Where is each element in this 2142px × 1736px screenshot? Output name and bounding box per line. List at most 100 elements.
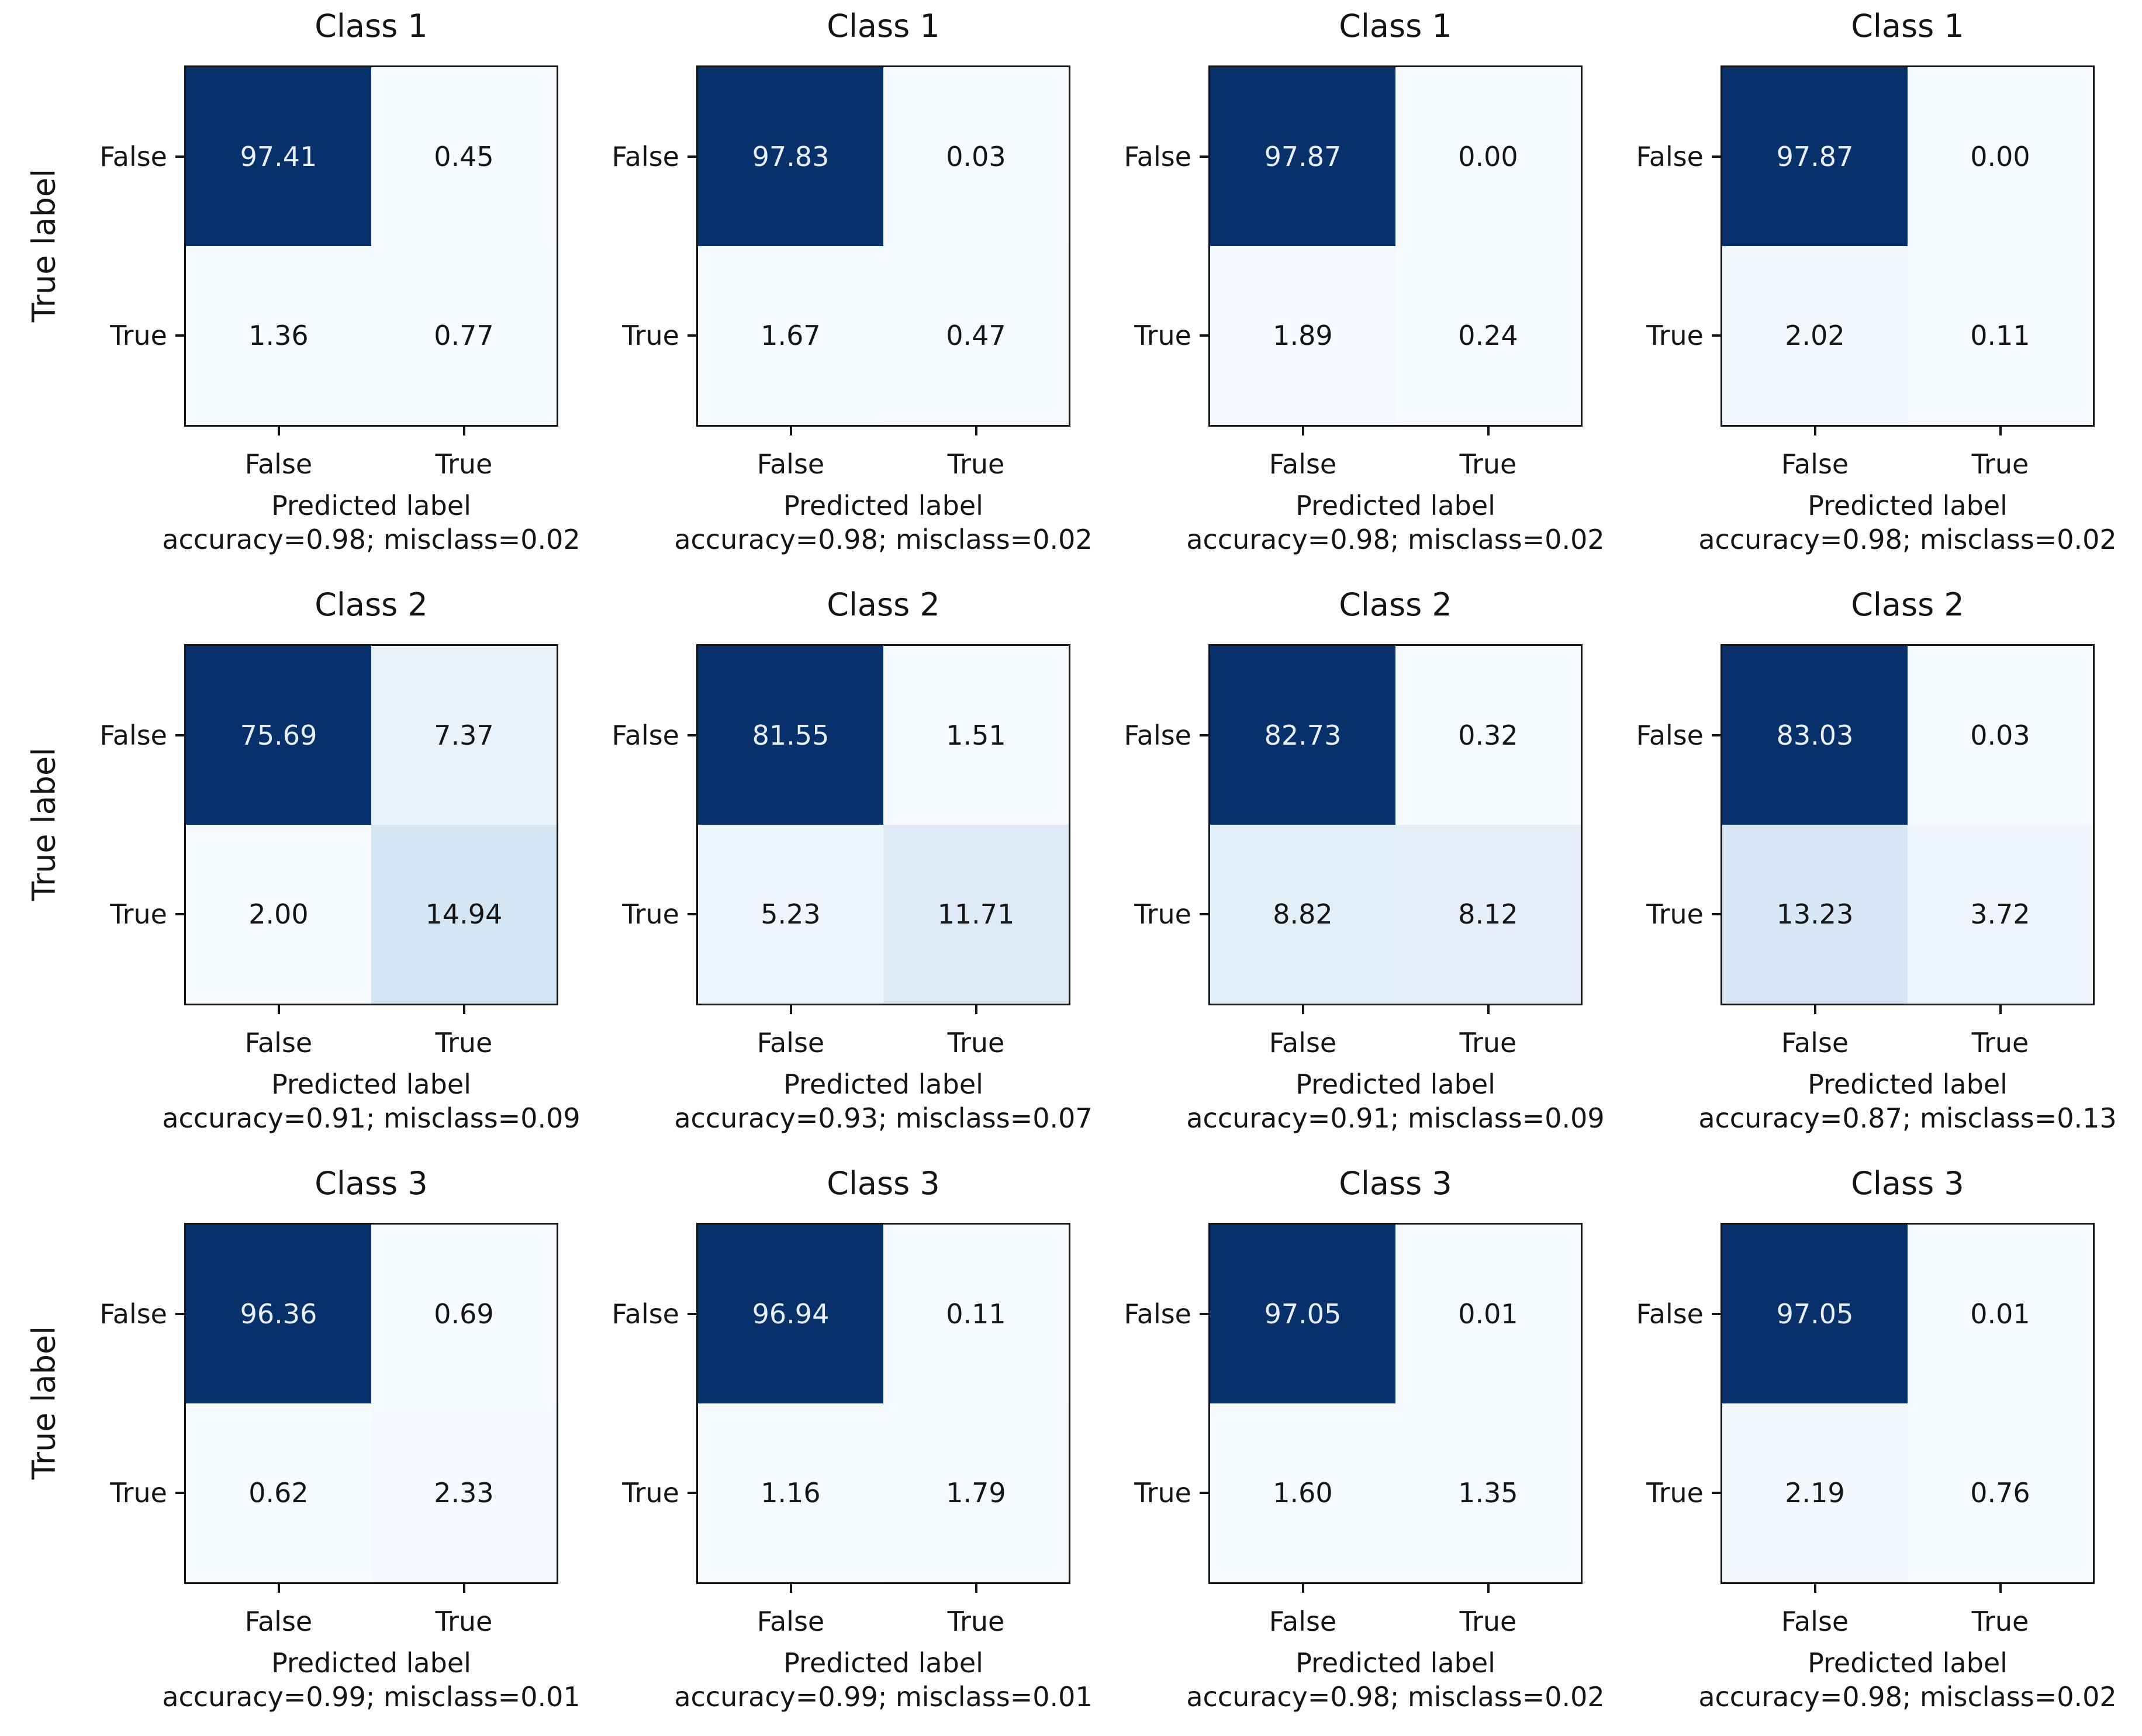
x-tick-label: False (756, 448, 825, 480)
matrix-cell: 7.37 (371, 646, 557, 825)
matrix-cell: 82.73 (1210, 646, 1395, 825)
x-tick-mark (277, 426, 280, 435)
matrix-cell: 14.94 (371, 825, 557, 1004)
y-tick-label: True (1134, 320, 1191, 351)
y-tick-label: True (110, 1477, 167, 1509)
accuracy-caption: accuracy=0.98; misclass=0.02 (674, 524, 1093, 555)
matrix-cell: 97.87 (1210, 67, 1395, 246)
heatmap: 97.87 0.00 1.89 0.24 False True False Tr… (1124, 65, 1583, 480)
y-tick-mark (687, 1492, 697, 1494)
y-tick-label: False (99, 1298, 167, 1330)
y-axis-label: True label (25, 1326, 63, 1480)
matrix-cell: 0.47 (883, 246, 1069, 425)
x-tick-mark (1813, 1583, 1816, 1593)
y-tick-mark (1200, 734, 1209, 736)
y-tick-mark (1712, 334, 1721, 337)
matrix-cell: 83.03 (1722, 646, 1908, 825)
heatmap: 97.05 0.01 2.19 0.76 False True False Tr… (1636, 1223, 2095, 1637)
matrix-cell: 75.69 (186, 646, 371, 825)
confusion-matrix-panel: Class 1 True label 97.87 0.00 1.89 0.24 … (1124, 0, 1605, 579)
x-tick-label: True (1459, 1606, 1517, 1637)
x-tick-label: False (244, 1027, 313, 1059)
matrix-cell: 1.16 (698, 1403, 883, 1582)
matrix-cell: 0.77 (371, 246, 557, 425)
matrix-cell: 0.45 (371, 67, 557, 246)
matrix-cell: 0.11 (883, 1225, 1069, 1403)
x-axis-label: Predicted label (271, 1647, 471, 1679)
y-tick-mark (1200, 1313, 1209, 1315)
y-tick-label: True (622, 320, 679, 351)
x-axis-label: Predicted label (1295, 490, 1495, 521)
matrix-cell: 1.51 (883, 646, 1069, 825)
x-axis-label: Predicted label (271, 1068, 471, 1100)
panel-title: Class 2 (827, 586, 940, 623)
x-tick-label: False (756, 1606, 825, 1637)
x-tick-label: True (1459, 1027, 1517, 1059)
matrix-cell: 2.33 (371, 1403, 557, 1582)
panel-title: Class 3 (827, 1165, 940, 1202)
accuracy-caption: accuracy=0.91; misclass=0.09 (1186, 1102, 1605, 1134)
y-tick-mark (1712, 913, 1721, 915)
matrix-cell: 0.24 (1395, 246, 1581, 425)
matrix-cell: 0.69 (371, 1225, 557, 1403)
matrix-cell: 1.60 (1210, 1403, 1395, 1582)
panel-title: Class 3 (1851, 1165, 1964, 1202)
x-axis-label: Predicted label (1808, 490, 2008, 521)
heatmap: 96.36 0.69 0.62 2.33 False True False Tr… (100, 1223, 558, 1637)
matrix-cell: 0.01 (1908, 1225, 2093, 1403)
matrix-cell: 2.19 (1722, 1403, 1908, 1582)
x-tick-label: False (756, 1027, 825, 1059)
y-tick-label: True (110, 320, 167, 351)
x-tick-mark (1301, 1005, 1304, 1014)
y-tick-label: True (622, 898, 679, 930)
matrix-cell: 97.05 (1210, 1225, 1395, 1403)
matrix-cell: 2.00 (186, 825, 371, 1004)
accuracy-caption: accuracy=0.99; misclass=0.01 (674, 1681, 1093, 1713)
heatmap: 82.73 0.32 8.82 8.12 False True False Tr… (1124, 644, 1583, 1059)
matrix-cell: 0.62 (186, 1403, 371, 1582)
matrix-cell: 97.83 (698, 67, 883, 246)
y-tick-mark (175, 155, 185, 158)
matrix-cell: 0.32 (1395, 646, 1581, 825)
accuracy-caption: accuracy=0.98; misclass=0.02 (162, 524, 581, 555)
panel-title: Class 1 (827, 8, 940, 44)
x-tick-mark (975, 426, 977, 435)
y-tick-mark (175, 1313, 185, 1315)
accuracy-caption: accuracy=0.98; misclass=0.02 (1186, 524, 1605, 555)
y-axis-label: True label (25, 747, 63, 901)
y-tick-label: True (110, 898, 167, 930)
matrix-cell: 1.35 (1395, 1403, 1581, 1582)
x-tick-mark (789, 1005, 792, 1014)
confusion-matrix-panel: Class 3 True label 96.36 0.69 0.62 2.33 … (26, 1157, 581, 1736)
accuracy-caption: accuracy=0.98; misclass=0.02 (1698, 1681, 2117, 1713)
x-tick-mark (1487, 1005, 1490, 1014)
accuracy-caption: accuracy=0.93; misclass=0.07 (674, 1102, 1093, 1134)
matrix-cell: 5.23 (698, 825, 883, 1004)
confusion-matrix-panel: Class 3 True label 96.94 0.11 1.16 1.79 … (612, 1157, 1093, 1736)
y-tick-label: True (1646, 320, 1704, 351)
x-tick-mark (975, 1583, 977, 1593)
x-tick-label: True (1971, 448, 2029, 480)
x-tick-label: False (1781, 448, 1849, 480)
matrix-cell: 0.00 (1908, 67, 2093, 246)
x-tick-label: True (947, 448, 1005, 480)
x-axis-label: Predicted label (271, 490, 471, 521)
x-tick-mark (1487, 1583, 1490, 1593)
x-axis-label: Predicted label (1295, 1068, 1495, 1100)
y-tick-label: False (611, 141, 679, 172)
matrix-cell: 1.89 (1210, 246, 1395, 425)
x-axis-label: Predicted label (1808, 1068, 2008, 1100)
y-tick-label: False (1636, 720, 1704, 751)
panel-title: Class 2 (1851, 586, 1964, 623)
matrix-cell: 97.41 (186, 67, 371, 246)
confusion-matrix-panel: Class 1 True label 97.87 0.00 2.02 0.11 … (1636, 0, 2117, 579)
heatmap: 97.83 0.03 1.67 0.47 False True False Tr… (612, 65, 1070, 480)
x-tick-label: True (947, 1606, 1005, 1637)
matrix-cell: 97.87 (1722, 67, 1908, 246)
y-tick-mark (687, 155, 697, 158)
y-tick-mark (1712, 1492, 1721, 1494)
panel-title: Class 2 (315, 586, 428, 623)
heatmap: 97.41 0.45 1.36 0.77 False True False Tr… (100, 65, 558, 480)
x-tick-label: True (1971, 1606, 2029, 1637)
